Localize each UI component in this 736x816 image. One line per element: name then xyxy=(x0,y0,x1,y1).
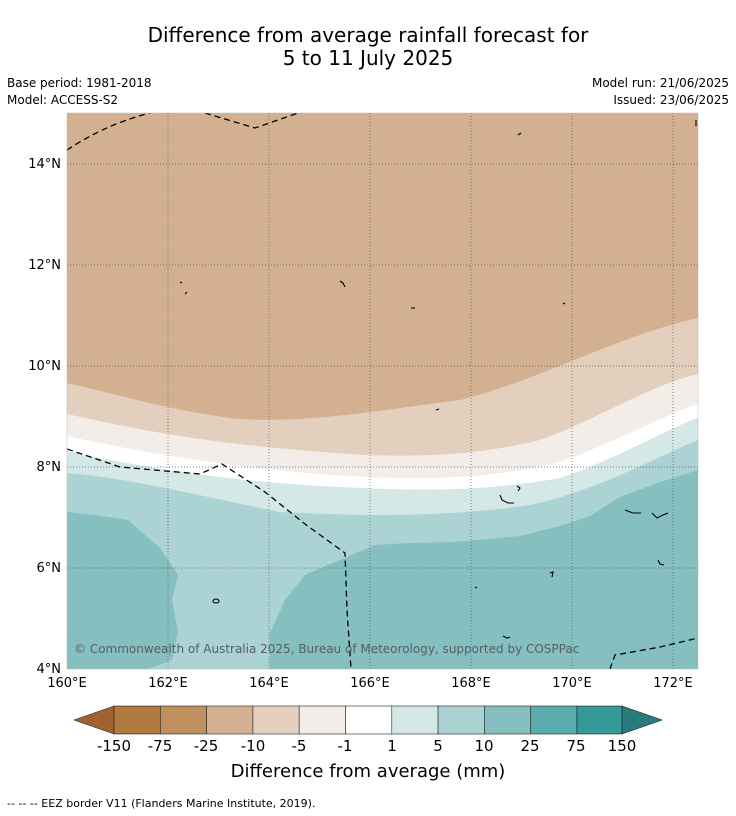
lon-label-170e: 170°E xyxy=(552,676,592,691)
lon-label-166e: 166°E xyxy=(350,676,390,691)
colorbar-swatch xyxy=(437,705,485,735)
colorbar xyxy=(73,705,663,735)
island xyxy=(562,302,566,305)
colorbar-tick: 75 xyxy=(566,737,586,755)
grid-lines xyxy=(67,113,698,669)
colorbar-swatch xyxy=(252,705,300,735)
colorbar-swatch xyxy=(113,705,161,735)
lon-label-168e: 168°E xyxy=(451,676,491,691)
eez-border-north xyxy=(67,113,151,151)
colorbar-swatch xyxy=(206,705,254,735)
colorbar-tick: 1 xyxy=(387,737,397,755)
colorbar-tick: -1 xyxy=(337,737,353,755)
eez-footnote: -- -- -- EEZ border V11 (Flanders Marine… xyxy=(7,797,316,810)
island xyxy=(499,494,514,504)
island xyxy=(212,598,220,604)
lon-label-160e: 160°E xyxy=(47,676,87,691)
eez-border-middle xyxy=(67,448,352,669)
colorbar-tick: 5 xyxy=(433,737,443,755)
region-teal-mid-east xyxy=(270,470,698,669)
colorbar-tick: -25 xyxy=(193,737,219,755)
eez-border-north-2 xyxy=(204,113,299,129)
island xyxy=(339,280,346,288)
lat-label-4n: 4°N xyxy=(37,662,62,677)
title-line-2: 5 to 11 July 2025 xyxy=(282,46,454,70)
islands xyxy=(179,120,697,639)
island xyxy=(517,132,522,136)
eez-borders xyxy=(67,113,698,669)
island xyxy=(474,586,478,589)
lon-label-162e: 162°E xyxy=(148,676,188,691)
island xyxy=(657,559,665,566)
island xyxy=(179,281,188,295)
colorbar-swatch xyxy=(298,705,346,735)
copyright-notice: © Commonwealth of Australia 2025, Bureau… xyxy=(74,642,579,656)
model-name: Model: ACCESS-S2 xyxy=(7,93,119,107)
lat-label-12n: 12°N xyxy=(28,258,61,273)
model-run: Model run: 21/06/2025 xyxy=(591,76,729,90)
lon-label-172e: 172°E xyxy=(653,676,693,691)
island xyxy=(549,571,554,578)
colorbar-tick: 150 xyxy=(607,737,637,755)
colorbar-swatch xyxy=(345,705,393,735)
island xyxy=(435,408,440,411)
colorbar-tick: -10 xyxy=(240,737,266,755)
colorbar-tick: 10 xyxy=(474,737,494,755)
island xyxy=(502,635,511,639)
colorbar-tick: -75 xyxy=(147,737,173,755)
title-line-1: Difference from average rainfall forecas… xyxy=(147,23,589,47)
colorbar-tick: -5 xyxy=(291,737,307,755)
eez-border-southeast xyxy=(609,637,698,669)
latitude-labels: 14°N 12°N 10°N 8°N 6°N 4°N xyxy=(28,157,61,677)
colorbar-swatch xyxy=(391,705,439,735)
map-frame xyxy=(66,112,699,670)
colorbar-swatch xyxy=(576,705,623,735)
lat-label-8n: 8°N xyxy=(37,460,62,475)
colorbar-swatch xyxy=(484,705,531,735)
region-teal-mid-west xyxy=(67,512,178,669)
map-area: © Commonwealth of Australia 2025, Bureau… xyxy=(67,113,698,669)
lat-label-14n: 14°N xyxy=(28,157,61,172)
colorbar-swatch xyxy=(160,705,207,735)
longitude-labels: 160°E 162°E 164°E 166°E 168°E 170°E 172°… xyxy=(47,676,693,691)
colorbar-label: Difference from average (mm) xyxy=(230,761,506,782)
colorbar-tick: -150 xyxy=(96,737,132,755)
base-period: Base period: 1981-2018 xyxy=(7,76,152,90)
lon-label-164e: 164°E xyxy=(249,676,289,691)
lat-label-10n: 10°N xyxy=(28,359,61,374)
colorbar-swatch xyxy=(530,705,578,735)
lat-label-6n: 6°N xyxy=(37,561,62,576)
colorbar-arrow-left xyxy=(73,705,115,735)
issued-date: Issued: 23/06/2025 xyxy=(613,93,729,107)
island xyxy=(624,509,669,519)
colorbar-tick: 25 xyxy=(520,737,540,755)
colorbar-arrow-right xyxy=(621,705,663,735)
island xyxy=(516,485,521,492)
